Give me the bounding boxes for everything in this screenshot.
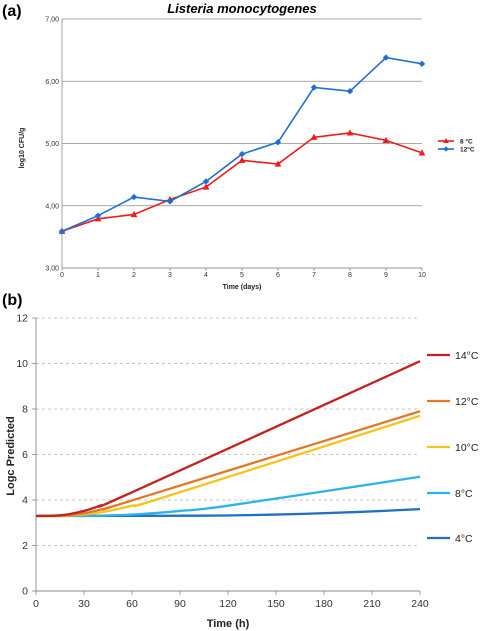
- data-point: [382, 136, 390, 143]
- panel-a-y-axis-label: log10 CFU/g: [19, 128, 26, 169]
- data-point: [418, 149, 426, 156]
- y-tick-label-2: 5,00: [45, 141, 59, 148]
- x-tick-label-4: 4: [204, 272, 208, 279]
- y-tick-label-2: 4: [22, 495, 28, 507]
- y-tick-label-3: 6,00: [45, 79, 59, 86]
- x-tick-label-0: 0: [33, 598, 39, 610]
- y-tick-label-1: 4,00: [45, 203, 59, 210]
- y-tick-label-3: 6: [22, 449, 28, 461]
- panel-a-x-tick-labels: 0 1 2 3 4 5 6 7 8 9 10: [60, 272, 426, 279]
- series-line-0: [35, 360, 421, 518]
- data-point: [238, 150, 246, 158]
- panel-a-legend: 8 °C12°C: [438, 137, 475, 153]
- x-tick-label-5: 5: [240, 272, 244, 279]
- x-tick-label-8: 240: [411, 598, 429, 610]
- x-tick-label-2: 60: [126, 598, 138, 610]
- legend-label-4: 4°C: [455, 533, 473, 545]
- y-tick-label-4: 8: [22, 404, 28, 416]
- y-tick-label-1: 2: [22, 540, 28, 552]
- data-point: [58, 228, 66, 235]
- data-point: [166, 198, 174, 205]
- x-tick-label-6: 6: [276, 272, 280, 279]
- x-tick-label-4: 120: [219, 598, 237, 610]
- x-tick-label-10: 10: [418, 272, 426, 279]
- panel-a-y-tick-labels: 3,00 4,00 5,00 6,00 7,00: [45, 17, 59, 273]
- data-point: [346, 129, 354, 136]
- x-tick-label-1: 30: [78, 598, 90, 610]
- legend-label-0: 8 °C: [460, 137, 473, 145]
- x-tick-label-1: 1: [96, 272, 100, 279]
- data-point: [310, 133, 318, 140]
- legend-label-0: 14°C: [455, 350, 479, 362]
- panel-a-x-axis-label: Time (days): [223, 284, 262, 291]
- panel-b: (b) 0 30 60 90 120 150 180 210 240 0 2 4 6 8 10 12 Tim…: [2, 292, 479, 630]
- x-tick-label-0: 0: [60, 272, 64, 279]
- x-tick-label-7: 210: [363, 598, 381, 610]
- data-point: [238, 156, 246, 163]
- panel-a-gridlines: [62, 18, 422, 269]
- x-tick-label-2: 2: [132, 272, 136, 279]
- data-point: [346, 88, 354, 95]
- panel-b-y-tick-labels: 0 2 4 6 8 10 12: [16, 313, 28, 598]
- legend-label-3: 8°C: [455, 488, 473, 500]
- panel-b-x-axis-label: Time (h): [207, 618, 250, 630]
- panel-a-series: [58, 54, 426, 235]
- legend-label-1: 12°C: [455, 396, 479, 408]
- legend-label-2: 10°C: [455, 442, 479, 454]
- series-line-0: [61, 132, 423, 233]
- x-tick-label-3: 3: [168, 272, 172, 279]
- x-tick-label-3: 90: [174, 598, 186, 610]
- panel-b-y-axis-label: Logc Predicted: [5, 416, 17, 495]
- data-point: [130, 210, 138, 218]
- data-point: [418, 60, 426, 68]
- panel-b-axes: [32, 317, 421, 595]
- panel-a-label: (a): [2, 3, 22, 20]
- series-line-3: [35, 475, 421, 518]
- x-tick-label-9: 9: [384, 272, 388, 279]
- panel-a: (a) Listeria monocytogenes 0 1 2 3 4 5 6 7 8 9 10 …: [2, 1, 475, 291]
- data-point: [382, 54, 390, 61]
- x-tick-label-5: 150: [267, 598, 285, 610]
- panel-b-x-tick-labels: 0 30 60 90 120 150 180 210 240: [33, 598, 429, 610]
- series-line-1: [61, 56, 423, 233]
- legend-marker-0: [443, 138, 449, 143]
- panel-b-series: [35, 360, 421, 518]
- panel-b-legend: 14°C 12°C 10°C 8°C 4°C: [427, 350, 479, 545]
- data-point: [130, 193, 138, 201]
- x-tick-label-8: 8: [348, 272, 352, 279]
- x-tick-label-6: 180: [315, 598, 333, 610]
- legend-marker-1: [443, 146, 449, 152]
- data-point: [274, 139, 282, 146]
- data-point: [202, 183, 210, 190]
- panel-a-title: Listeria monocytogenes: [167, 1, 317, 16]
- series-line-2: [35, 414, 421, 518]
- legend-label-1: 12°C: [460, 145, 475, 153]
- panel-b-label: (b): [2, 292, 22, 309]
- data-point: [310, 84, 318, 91]
- y-tick-label-6: 12: [16, 313, 28, 325]
- x-tick-label-7: 7: [312, 272, 316, 279]
- panel-b-gridlines: [36, 317, 420, 546]
- y-tick-label-0: 0: [22, 586, 28, 598]
- panel-a-axes: [61, 19, 423, 271]
- y-tick-label-5: 10: [16, 358, 28, 370]
- y-tick-label-4: 7,00: [45, 17, 59, 24]
- data-point: [202, 178, 210, 185]
- y-tick-label-0: 3,00: [45, 266, 59, 273]
- data-point: [94, 212, 102, 219]
- data-point: [274, 160, 282, 167]
